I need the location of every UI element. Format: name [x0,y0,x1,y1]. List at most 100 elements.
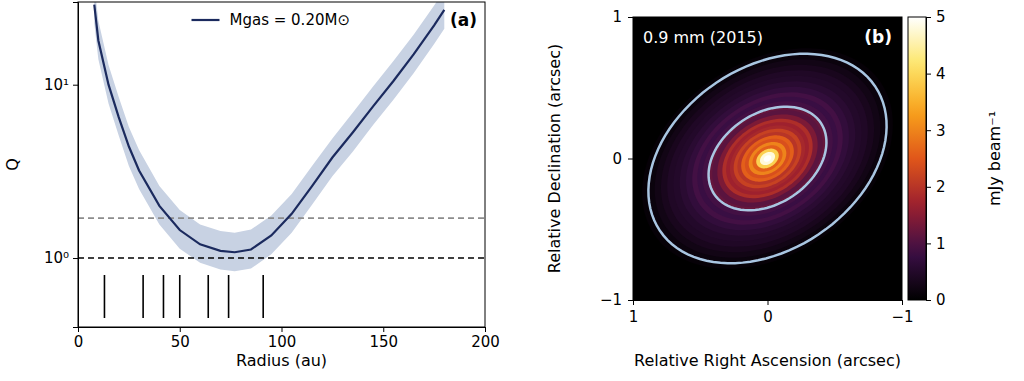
gap-marker [104,275,106,318]
y-axis-tick-label: 1 [612,8,622,26]
intensity-ring [726,122,809,195]
gap-marker [142,275,144,318]
y-axis-tick-mark [628,17,633,18]
intensity-ring [745,139,790,179]
colorbar [908,17,926,300]
intensity-ring [673,76,861,241]
reference-line [78,217,485,219]
region-outline [648,54,886,263]
x-axis-tick: 200 [471,327,500,351]
x-axis-tick-label: 50 [171,333,190,351]
intensity-ring [655,59,881,257]
intensity-ring [642,48,893,268]
x-axis-tick: 100 [268,327,297,351]
x-axis-tick-mark [902,300,903,305]
x-axis-title: Radius (au) [236,351,327,370]
y-axis-tick-mark [628,300,633,301]
y-axis-tick: 10⁰ [44,249,78,267]
colorbar-axis-tick-mark [926,74,931,75]
intensity-ring [686,87,849,230]
colorbar-axis-tick-mark [926,17,931,18]
x-axis-tick: −1 [891,300,913,326]
colorbar-title: mJy beam⁻¹ [985,111,1004,206]
image-annotation: 0.9 mm (2015) [643,28,763,47]
colorbar-axis-tick-mark [926,243,931,244]
legend-swatch [192,19,220,21]
x-axis-tick: 0 [74,327,84,351]
colorbar-axis-tick-label: 5 [936,8,946,26]
y-axis-title: Relative Declination (arcsec) [545,44,564,273]
gap-marker [207,275,209,318]
y-axis-tick-mark [73,85,78,86]
y-axis-line [73,3,79,328]
plot-frame [78,2,485,327]
intensity-ring [756,149,779,169]
x-axis: 10−1 [629,300,914,326]
x-axis-tick-mark [383,327,384,332]
image-background [633,17,902,300]
y-axis-tick-label: 0 [612,150,622,168]
region-outline [709,107,827,211]
intensity-ring [752,145,782,171]
x-axis-tick-mark [768,300,769,305]
x-axis-tick-mark [282,327,283,332]
intensity-ring [661,65,874,252]
colorbar-axis-tick-label: 2 [936,178,946,196]
gap-marker [262,275,264,318]
x-axis-tick-mark [180,327,181,332]
x-axis-tick: 150 [369,327,398,351]
colorbar-axis-tick-label: 1 [936,235,946,253]
colorbar-axis-tick-label: 3 [936,122,946,140]
intensity-ring [737,132,797,185]
intensity-ring [734,129,802,189]
x-axis: 0 50 100 150 200 [74,327,500,351]
y-axis-tick: 10¹ [44,76,78,94]
colorbar-axis-tick: 0 [926,291,946,309]
y-axis-tick-mark [628,159,633,160]
intensity-ring [702,101,832,216]
plot-area [78,2,485,318]
y-axis-title: Q [3,158,22,171]
figure: 05010015020010⁰10¹Radius (au)Q(a)Mgas = … [0,0,1024,381]
x-axis-tick-label: 100 [268,333,297,351]
y-axis-tick-label: 10⁰ [44,249,69,267]
intensity-ring [697,97,837,220]
x-axis-tick-label: 200 [471,333,500,351]
reference-line [78,257,485,259]
colorbar-axis-tick-mark [926,187,931,188]
image-area [633,17,902,300]
y-axis-tick-label: −1 [600,291,622,309]
legend-label: Mgas = 0.20M⊙ [230,11,350,29]
colorbar-axis-tick: 5 [926,8,946,26]
x-axis-tick-mark [485,327,486,332]
gap-marker [179,275,181,318]
y-axis-tick: 0 [612,150,633,168]
x-axis-line [634,301,903,306]
intensity-ring [749,142,787,175]
intensity-ring [707,106,827,212]
intensity-ring [648,54,886,263]
y-axis-tick: −1 [600,291,633,309]
x-axis-tick-label: 0 [763,308,773,326]
y-axis: 10⁰ 10¹ [44,3,79,328]
intensity-ring [760,152,775,165]
intensity-ring [730,125,805,191]
y-axis: −1 0 1 [600,8,634,309]
colorbar-axis-tick-mark [926,130,931,131]
colorbar-axis-line [927,18,932,301]
intensity-ring [764,155,772,162]
x-axis-tick: 50 [171,327,190,351]
colorbar-axis-tick-label: 0 [936,291,946,309]
colorbar-axis-tick-mark [926,300,931,301]
colorbar-axis-tick: 4 [926,65,946,83]
y-axis-tick-mark [73,258,78,259]
panel-a: 05010015020010⁰10¹Radius (au)Q(a)Mgas = … [3,0,500,370]
colorbar-axis-tick: 3 [926,122,946,140]
colorbar-axis-tick: 2 [926,178,946,196]
uncertainty-band [94,2,444,271]
y-axis-tick-label: 10¹ [44,76,69,94]
intensity-ring [741,135,794,181]
colorbar-axis-tick-label: 4 [936,65,946,83]
y-axis-line [628,18,634,301]
series-line [94,5,444,253]
